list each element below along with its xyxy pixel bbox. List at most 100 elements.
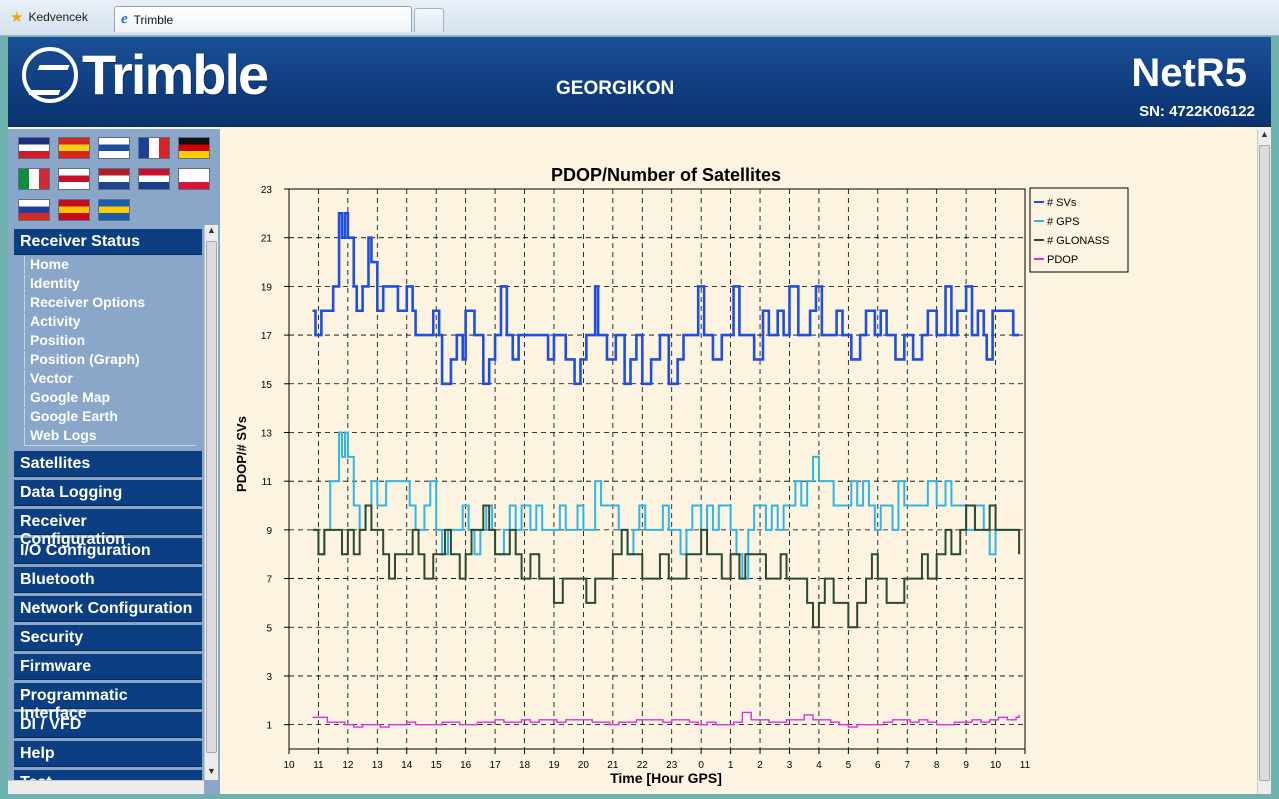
submenu-item-receiver-options[interactable]: Receiver Options [14, 293, 202, 313]
x-tick-label: 9 [963, 760, 969, 771]
flag-chinese-icon[interactable] [58, 137, 90, 159]
flag-french-icon[interactable] [138, 137, 170, 159]
brand-name: Trimble [82, 43, 269, 106]
series-line-pdop [312, 711, 1020, 728]
x-tick-label: 10 [283, 760, 295, 771]
submenu-item-label: Google Earth [24, 408, 196, 427]
chart-series [312, 212, 1021, 728]
flag-dutch-icon[interactable] [98, 168, 130, 190]
submenu-item-identity[interactable]: Identity [14, 274, 202, 294]
y-tick-label: 23 [261, 185, 273, 196]
y-tick-label: 5 [266, 623, 272, 634]
navigation-menu: Receiver Status Home Identity Receiver Opt… [14, 229, 202, 794]
submenu-item-activity[interactable]: Activity [14, 312, 202, 332]
x-tick-label: 23 [666, 760, 678, 771]
flag-polish-icon[interactable] [178, 168, 210, 190]
favorites-label: Kedvencek [28, 10, 88, 24]
browser-tab-trimble[interactable]: e Trimble [114, 6, 412, 32]
x-tick-label: 7 [904, 760, 910, 771]
x-tick-label: 21 [607, 760, 619, 771]
pdop-satellites-chart: 10 11 12 13 14 15 16 17 18 19 20 21 22 23 0 1 2 3 4 5 6 7 8 9 10… [234, 165, 1129, 786]
submenu-item-web-logs[interactable]: Web Logs [14, 426, 202, 446]
scroll-up-arrow-icon[interactable]: ▲ [207, 225, 216, 235]
x-tick-label: 18 [519, 760, 531, 771]
menu-data-logging[interactable]: Data Logging [14, 480, 202, 506]
y-tick-label: 21 [261, 234, 273, 245]
globe-icon [22, 47, 78, 103]
main-vertical-scrollbar[interactable]: ▲ [1257, 129, 1271, 794]
legend-box [1029, 187, 1129, 273]
x-tick-label: 15 [431, 760, 443, 771]
scroll-down-arrow-icon[interactable]: ▼ [207, 766, 216, 776]
submenu-item-label: Identity [24, 275, 196, 294]
x-tick-label: 11 [313, 760, 324, 771]
submenu-item-google-map[interactable]: Google Map [14, 388, 202, 408]
flag-german-icon[interactable] [178, 137, 210, 159]
x-tick-label: 1 [728, 760, 734, 771]
flag-norwegian-icon[interactable] [138, 168, 170, 190]
submenu-item-label: Google Map [24, 389, 196, 408]
scrollbar-thumb[interactable] [206, 241, 217, 753]
flag-japanese-icon[interactable] [58, 168, 90, 190]
x-tick-label: 11 [1020, 760, 1031, 771]
menu-i-o-configuration[interactable]: I/O Configuration [14, 538, 202, 564]
y-axis-label: PDOP/# SVs [234, 416, 249, 492]
x-tick-label: 0 [698, 760, 704, 771]
sidebar-horizontal-scrollbar[interactable] [8, 780, 204, 794]
flag-swedish-icon[interactable] [98, 199, 130, 221]
menu-security[interactable]: Security [14, 625, 202, 651]
menu-receiver-configuration[interactable]: Receiver Configuration [14, 509, 202, 548]
sidebar: Receiver Status Home Identity Receiver Opt… [8, 129, 220, 794]
menu-help[interactable]: Help [14, 741, 202, 767]
y-tick-label: 7 [266, 575, 272, 586]
x-tick-label: 16 [460, 760, 472, 771]
scroll-up-arrow-icon[interactable]: ▲ [1260, 129, 1269, 139]
menu-satellites[interactable]: Satellites [14, 451, 202, 477]
web-page: Trimble GEORGIKON NetR5 SN: 4722K06122 R… [8, 37, 1271, 794]
tab-title: Trimble [133, 12, 174, 27]
flag-italian-icon[interactable] [18, 168, 50, 190]
favorites-button[interactable]: ★ Kedvencek [6, 4, 96, 30]
x-tick-label: 20 [578, 760, 590, 771]
internet-explorer-icon: e [121, 11, 128, 27]
trimble-logo[interactable]: Trimble [22, 43, 269, 106]
submenu-item-position-graph[interactable]: Position (Graph) [14, 350, 202, 370]
y-tick-label: 13 [261, 428, 273, 439]
submenu-item-label: Web Logs [24, 427, 196, 446]
chart-title: PDOP/Number of Satellites [551, 165, 781, 185]
submenu-item-label: Position [24, 332, 196, 351]
flag-russian-icon[interactable] [18, 199, 50, 221]
submenu-item-position[interactable]: Position [14, 331, 202, 351]
submenu-item-label: Home [24, 256, 196, 275]
sidebar-vertical-scrollbar[interactable]: ▲ ▼ [204, 225, 218, 780]
menu-firmware[interactable]: Firmware [14, 654, 202, 680]
y-tick-label: 1 [266, 721, 272, 732]
menu-programmatic-interface[interactable]: Programmatic Interface [14, 683, 202, 722]
x-tick-label: 22 [637, 760, 649, 771]
x-tick-label: 4 [816, 760, 822, 771]
x-tick-label: 17 [490, 760, 502, 771]
series-line-glonass [312, 504, 1021, 629]
submenu-item-label: Receiver Options [24, 294, 196, 313]
y-tick-label: 15 [261, 380, 273, 391]
submenu-item-google-earth[interactable]: Google Earth [14, 407, 202, 427]
y-tick-label: 9 [266, 526, 272, 537]
plot-area [288, 188, 1026, 750]
submenu-item-vector[interactable]: Vector [14, 369, 202, 389]
menu-network-configuration[interactable]: Network Configuration [14, 596, 202, 622]
receiver-model: NetR5 [1131, 51, 1247, 95]
language-flags [18, 137, 218, 221]
flag-spanish-icon[interactable] [58, 199, 90, 221]
flag-english-icon[interactable] [18, 137, 50, 159]
menu-receiver-status[interactable]: Receiver Status [14, 229, 202, 255]
scrollbar-thumb[interactable] [1259, 145, 1270, 781]
legend-entry: # SVs [1047, 197, 1077, 209]
y-tick-label: 3 [266, 672, 272, 683]
submenu-item-home[interactable]: Home [14, 255, 202, 275]
flag-finnish-icon[interactable] [98, 137, 130, 159]
new-tab-button[interactable] [414, 8, 444, 32]
header-banner: Trimble GEORGIKON NetR5 SN: 4722K06122 [8, 37, 1271, 127]
x-tick-label: 13 [372, 760, 384, 771]
menu-di-vfd[interactable]: DI / VFD [14, 712, 202, 738]
menu-bluetooth[interactable]: Bluetooth [14, 567, 202, 593]
